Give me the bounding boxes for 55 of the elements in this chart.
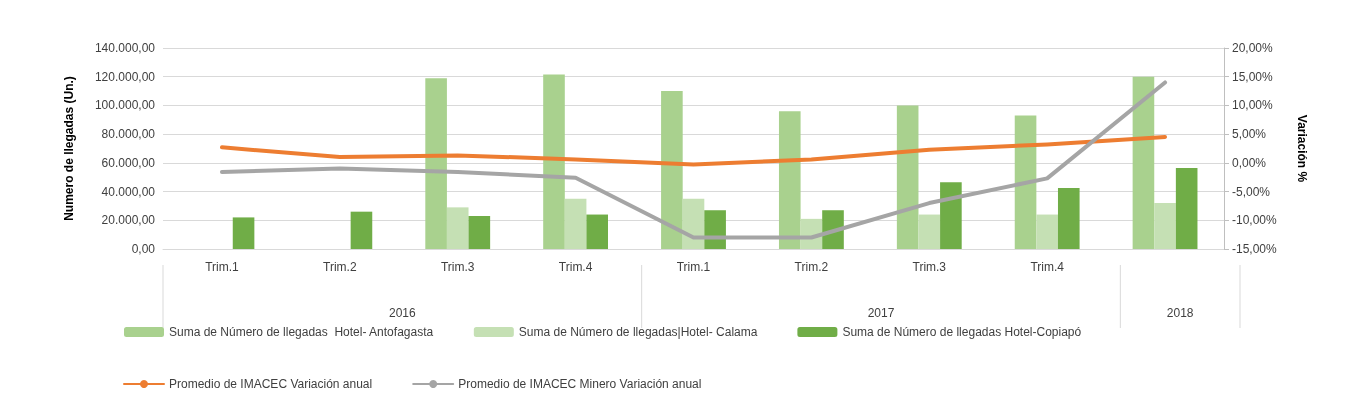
- y-axis-title: Numero de llegadas (Un.): [62, 76, 76, 221]
- y2-tick-label: 15,00%: [1232, 69, 1274, 84]
- bar: [350, 211, 373, 249]
- bar: [778, 111, 801, 249]
- bar: [232, 217, 255, 249]
- y2-tick-label: 0,00%: [1232, 155, 1267, 170]
- bar: [940, 182, 962, 249]
- bar: [1175, 167, 1198, 249]
- y2-tick-label: 10,00%: [1232, 98, 1274, 113]
- x-tick-label: Trim.1: [205, 260, 240, 274]
- y2-tick-label: -5,00%: [1232, 184, 1271, 199]
- bar: [543, 74, 565, 249]
- x-tick-label: Trim.2: [323, 260, 357, 274]
- legend-label: Suma de Número de llegadas|Hotel- Calama: [518, 325, 758, 339]
- y-tick-label: 20.000,00: [101, 213, 156, 228]
- x-tick-label: Trim.3: [440, 260, 475, 274]
- y-tick-label: 120.000,00: [94, 69, 156, 84]
- y-tick-label: 0,00: [131, 242, 156, 256]
- text: 2017: [867, 306, 895, 320]
- y-tick-label: 80.000,00: [101, 127, 156, 142]
- text: 2018: [1166, 306, 1194, 320]
- x-tick-label: Trim.2: [794, 260, 829, 274]
- bar: [1036, 214, 1058, 249]
- line-series: [219, 80, 1168, 240]
- x-tick-label: Trim.1: [676, 260, 711, 274]
- x-tick-label: Trim.4: [1030, 260, 1065, 274]
- legend-label: Promedio de IMACEC Variación anual: [169, 377, 373, 391]
- bar: [896, 105, 919, 249]
- bar: [446, 207, 469, 249]
- legend-label: Suma de Número de llegadas Hotel-Copiapó: [842, 325, 1082, 339]
- y2-tick-label: -10,00%: [1232, 213, 1278, 228]
- x-tick-label: Trim.3: [912, 260, 947, 274]
- legend-label: Promedio de IMACEC Minero Variación anual: [458, 377, 702, 391]
- bar: [1057, 187, 1080, 249]
- bar: [1132, 76, 1155, 249]
- y2-tick-label: -15,00%: [1232, 242, 1278, 256]
- text: 2016: [388, 306, 416, 320]
- bar: [1154, 203, 1176, 249]
- legend-label: Suma de Número de llegadas Hotel- Antofagasta: [169, 325, 434, 339]
- bar: [586, 214, 609, 249]
- y-tick-label: 60.000,00: [101, 155, 156, 170]
- bar: [425, 78, 447, 249]
- bar: [918, 214, 941, 249]
- y2-tick-label: 20,00%: [1232, 41, 1274, 55]
- line-series: [219, 135, 1168, 167]
- y-tick-label: 100.000,00: [94, 98, 156, 113]
- bar: [1014, 115, 1037, 249]
- bar: [661, 91, 683, 249]
- x-tick-label: Trim.4: [558, 260, 593, 274]
- bar: [468, 215, 491, 249]
- bar: [564, 198, 587, 249]
- y-tick-label: 40.000,00: [101, 184, 156, 199]
- y-tick-label: 140.000,00: [94, 41, 156, 55]
- y2-axis-title: Variación %: [1295, 114, 1309, 183]
- y2-tick-label: 5,00%: [1232, 127, 1267, 142]
